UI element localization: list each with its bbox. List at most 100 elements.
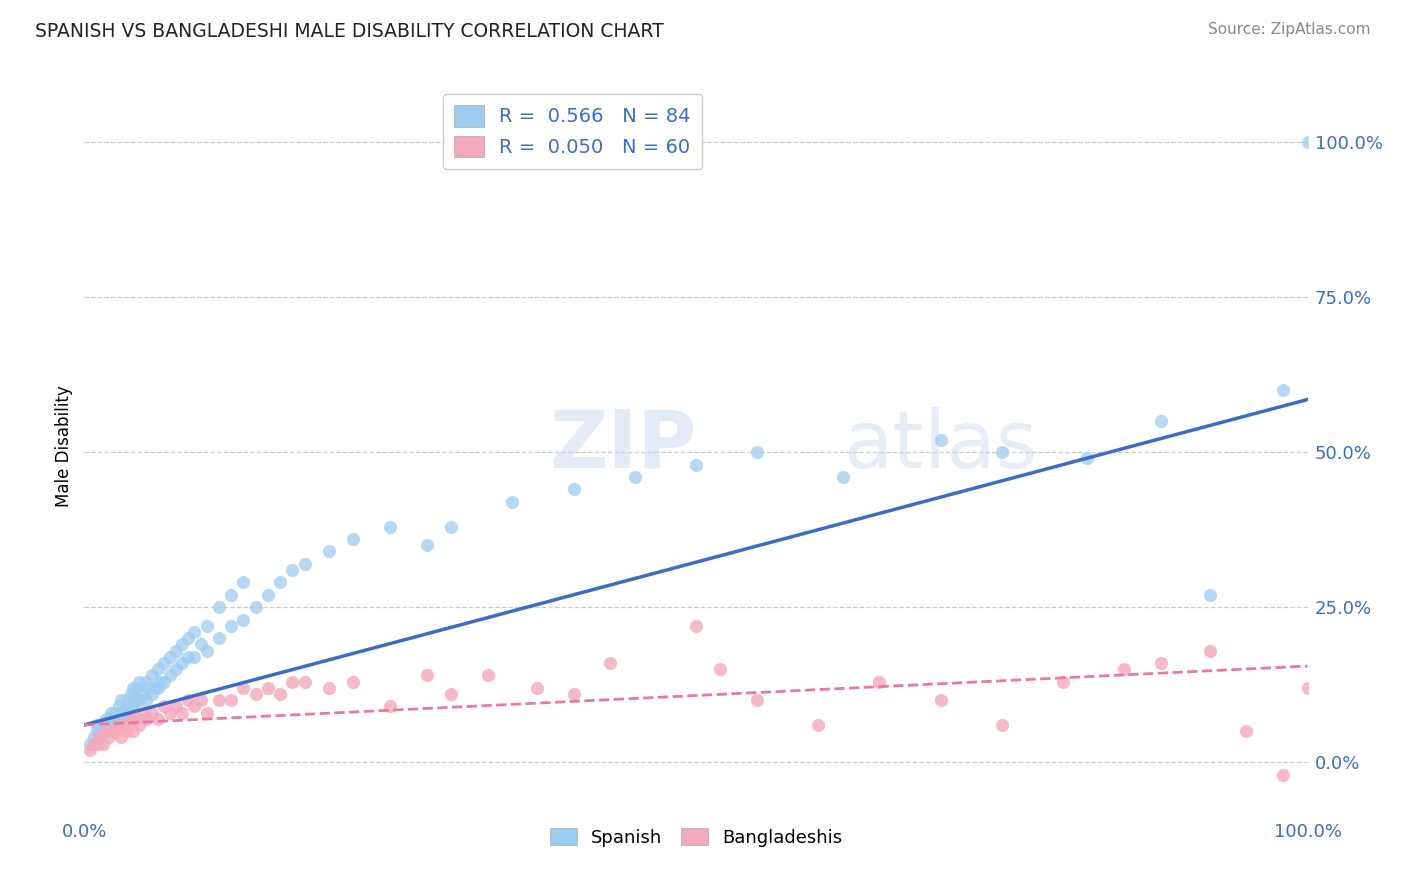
Point — [526, 681, 548, 695]
Point — [1296, 681, 1319, 695]
Point — [232, 681, 254, 695]
Point — [1272, 767, 1295, 781]
Point — [177, 649, 200, 664]
Text: ZIP: ZIP — [550, 407, 696, 485]
Point — [440, 687, 463, 701]
Point — [79, 743, 101, 757]
Point — [159, 668, 181, 682]
Point — [208, 631, 231, 645]
Point — [245, 600, 267, 615]
Text: Source: ZipAtlas.com: Source: ZipAtlas.com — [1208, 22, 1371, 37]
Point — [135, 693, 157, 707]
Point — [172, 706, 194, 720]
Point — [165, 699, 187, 714]
Point — [79, 737, 101, 751]
Point — [257, 681, 280, 695]
Point — [97, 724, 120, 739]
Point — [831, 470, 853, 484]
Point — [190, 637, 212, 651]
Point — [128, 718, 150, 732]
Point — [416, 668, 439, 682]
Point — [269, 687, 291, 701]
Point — [153, 674, 176, 689]
Point — [208, 600, 231, 615]
Point — [125, 712, 148, 726]
Point — [599, 656, 621, 670]
Point — [120, 687, 142, 701]
Point — [281, 563, 304, 577]
Point — [991, 445, 1014, 459]
Point — [929, 433, 952, 447]
Point — [86, 718, 108, 732]
Point — [149, 674, 172, 689]
Point — [440, 519, 463, 533]
Point — [219, 619, 242, 633]
Point — [159, 649, 181, 664]
Point — [104, 706, 127, 720]
Point — [100, 724, 122, 739]
Point — [1114, 662, 1136, 676]
Point — [107, 712, 129, 726]
Legend: Spanish, Bangladeshis: Spanish, Bangladeshis — [543, 822, 849, 854]
Point — [86, 724, 108, 739]
Point — [177, 631, 200, 645]
Point — [159, 706, 181, 720]
Point — [624, 470, 647, 484]
Point — [685, 619, 707, 633]
Point — [342, 532, 364, 546]
Point — [91, 718, 114, 732]
Point — [122, 724, 145, 739]
Point — [1272, 383, 1295, 397]
Point — [342, 674, 364, 689]
Point — [115, 724, 138, 739]
Point — [87, 731, 110, 745]
Point — [232, 613, 254, 627]
Point — [115, 706, 138, 720]
Point — [128, 674, 150, 689]
Point — [83, 731, 105, 745]
Point — [869, 674, 891, 689]
Point — [97, 712, 120, 726]
Point — [1198, 588, 1220, 602]
Point — [153, 656, 176, 670]
Point — [132, 706, 155, 720]
Point — [747, 445, 769, 459]
Point — [104, 724, 127, 739]
Point — [1236, 724, 1258, 739]
Point — [165, 643, 187, 657]
Point — [104, 718, 127, 732]
Point — [562, 483, 585, 497]
Point — [1150, 656, 1173, 670]
Text: SPANISH VS BANGLADESHI MALE DISABILITY CORRELATION CHART: SPANISH VS BANGLADESHI MALE DISABILITY C… — [35, 22, 664, 41]
Point — [128, 693, 150, 707]
Point — [747, 693, 769, 707]
Point — [112, 706, 135, 720]
Point — [136, 681, 159, 695]
Point — [100, 718, 122, 732]
Point — [125, 681, 148, 695]
Point — [97, 731, 120, 745]
Point — [91, 737, 114, 751]
Point — [125, 693, 148, 707]
Point — [122, 681, 145, 695]
Point — [165, 662, 187, 676]
Point — [141, 706, 163, 720]
Point — [1150, 414, 1173, 428]
Point — [477, 668, 499, 682]
Point — [318, 544, 340, 558]
Point — [146, 681, 169, 695]
Point — [685, 458, 707, 472]
Y-axis label: Male Disability: Male Disability — [55, 385, 73, 507]
Point — [380, 519, 402, 533]
Point — [709, 662, 731, 676]
Point — [195, 643, 218, 657]
Point — [115, 693, 138, 707]
Point — [1296, 135, 1319, 149]
Point — [177, 693, 200, 707]
Point — [100, 706, 122, 720]
Point — [232, 575, 254, 590]
Point — [86, 737, 108, 751]
Point — [172, 637, 194, 651]
Point — [135, 712, 157, 726]
Point — [183, 649, 205, 664]
